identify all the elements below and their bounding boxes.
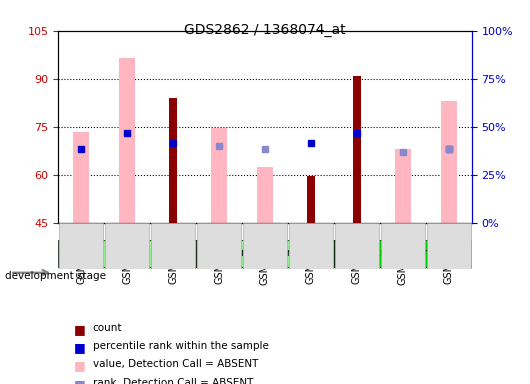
FancyBboxPatch shape	[334, 240, 472, 267]
FancyBboxPatch shape	[243, 223, 287, 269]
Text: rank, Detection Call = ABSENT: rank, Detection Call = ABSENT	[93, 378, 253, 384]
Text: ■: ■	[74, 323, 86, 336]
Bar	[353, 76, 361, 223]
Bar	[257, 167, 273, 223]
Text: value, Detection Call = ABSENT: value, Detection Call = ABSENT	[93, 359, 258, 369]
Bar	[119, 58, 135, 223]
Text: development stage: development stage	[5, 271, 107, 281]
FancyBboxPatch shape	[381, 223, 425, 269]
Bar	[169, 98, 177, 223]
Text: GDS2862 / 1368074_at: GDS2862 / 1368074_at	[184, 23, 346, 37]
FancyBboxPatch shape	[58, 240, 196, 267]
Text: early puberty: early puberty	[227, 248, 303, 258]
Bar	[73, 132, 89, 223]
FancyBboxPatch shape	[59, 223, 103, 269]
FancyBboxPatch shape	[335, 223, 379, 269]
Text: ■: ■	[74, 359, 86, 372]
Text: ■: ■	[74, 341, 86, 354]
FancyBboxPatch shape	[151, 223, 195, 269]
Text: later puberty: later puberty	[366, 248, 439, 258]
Bar	[307, 176, 315, 223]
FancyBboxPatch shape	[289, 223, 333, 269]
FancyBboxPatch shape	[196, 240, 334, 267]
FancyBboxPatch shape	[105, 223, 149, 269]
Text: count: count	[93, 323, 122, 333]
Bar	[211, 128, 227, 223]
Text: ■: ■	[74, 378, 86, 384]
Text: juvenile: juvenile	[105, 248, 149, 258]
FancyBboxPatch shape	[197, 223, 241, 269]
FancyBboxPatch shape	[427, 223, 471, 269]
Bar	[395, 149, 411, 223]
Bar	[440, 101, 457, 223]
Text: percentile rank within the sample: percentile rank within the sample	[93, 341, 269, 351]
